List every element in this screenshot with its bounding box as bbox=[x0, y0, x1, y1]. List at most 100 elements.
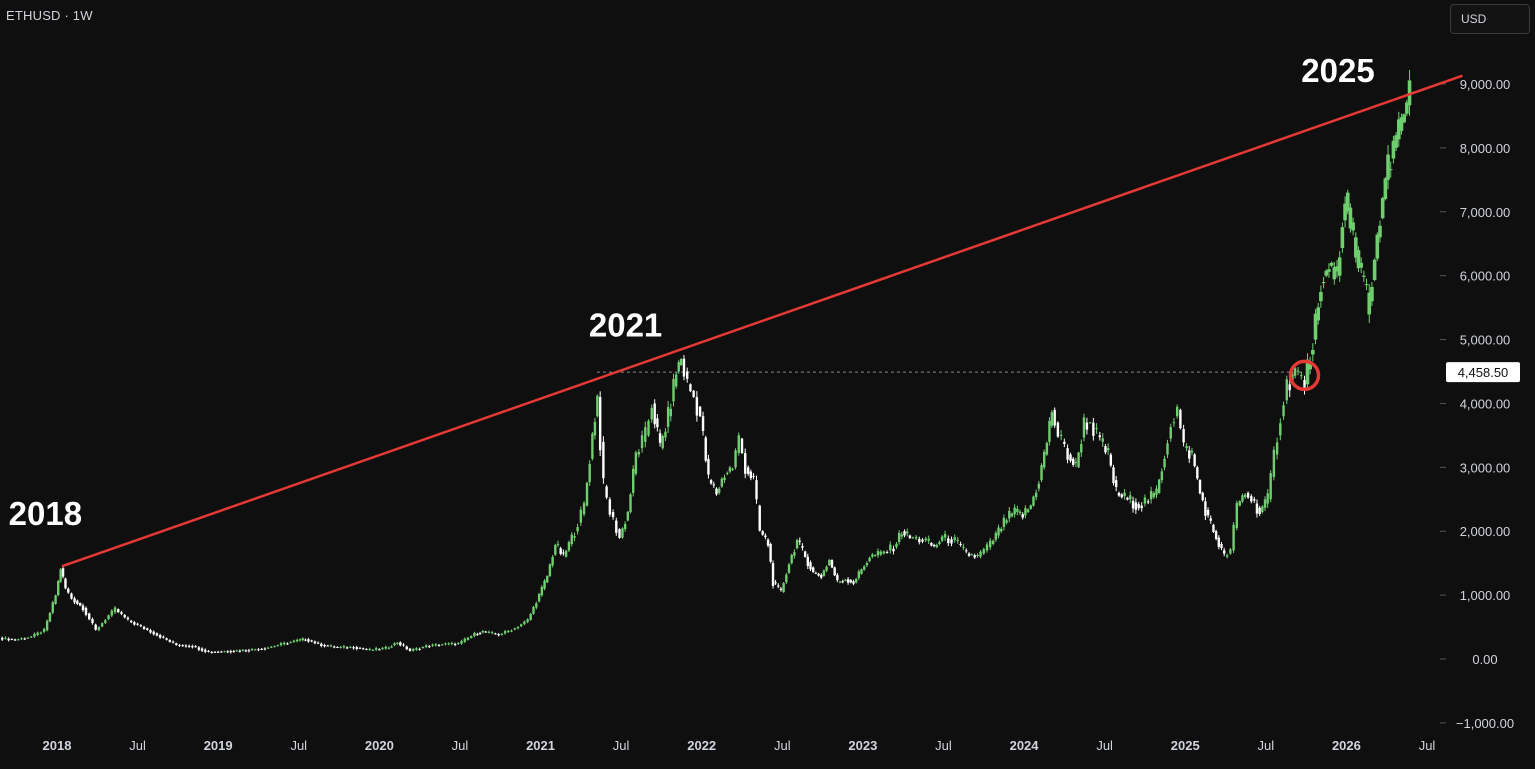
candle-body bbox=[879, 551, 883, 555]
candle-body bbox=[175, 643, 178, 646]
candle-body bbox=[1088, 422, 1092, 424]
candle-body bbox=[1134, 502, 1138, 510]
candle-body bbox=[871, 554, 874, 557]
candle-body bbox=[405, 646, 408, 650]
candle-body bbox=[720, 478, 724, 487]
candle-body bbox=[940, 536, 944, 541]
candle-body bbox=[191, 645, 194, 648]
candle-body bbox=[882, 551, 886, 554]
candle-body bbox=[266, 647, 270, 649]
candle-body bbox=[155, 633, 159, 636]
candle-body bbox=[661, 435, 664, 449]
candle-body bbox=[453, 643, 457, 645]
candle-body bbox=[1220, 544, 1223, 549]
candle-body bbox=[1206, 509, 1210, 516]
candle-body bbox=[1106, 447, 1110, 451]
candle-body bbox=[437, 645, 441, 647]
candle-body bbox=[481, 630, 484, 633]
currency-button[interactable]: USD bbox=[1450, 4, 1530, 34]
candle-body bbox=[1120, 494, 1123, 498]
candle-body bbox=[682, 358, 686, 377]
candle-body bbox=[1018, 511, 1022, 514]
candle-body bbox=[1059, 434, 1063, 436]
candle-body bbox=[257, 649, 260, 651]
time-axis[interactable]: 2018 Jul 2019 Jul 2020 Jul 2021 Jul 2022 Jul 2023 J… bbox=[43, 738, 1436, 753]
candle-body bbox=[418, 648, 421, 650]
candle-body bbox=[709, 480, 713, 484]
candle-body bbox=[1319, 291, 1323, 302]
candle-body bbox=[715, 488, 718, 495]
candle-body bbox=[689, 384, 692, 392]
candle-body bbox=[695, 397, 699, 416]
candle-body bbox=[669, 408, 673, 417]
candle-body bbox=[1160, 471, 1164, 481]
candle-body bbox=[329, 645, 333, 647]
candle-body bbox=[844, 579, 847, 581]
candle-body bbox=[817, 573, 820, 576]
candle-body bbox=[210, 651, 213, 653]
candle-body bbox=[1126, 497, 1129, 500]
candle-body bbox=[250, 649, 254, 651]
candle-body bbox=[795, 539, 799, 549]
candle-body bbox=[1082, 417, 1086, 438]
candle-body bbox=[1250, 496, 1253, 502]
candle-body bbox=[136, 623, 139, 625]
candle-body bbox=[666, 407, 670, 427]
candle-body bbox=[428, 646, 431, 648]
candle-body bbox=[618, 529, 621, 538]
candle-body bbox=[220, 651, 223, 653]
candle-body bbox=[526, 619, 529, 623]
candle-body bbox=[644, 427, 647, 442]
candle-body bbox=[1399, 117, 1404, 131]
candle-body bbox=[307, 639, 310, 642]
candle-body bbox=[1337, 257, 1342, 276]
candle-body bbox=[371, 649, 375, 651]
candle-body bbox=[953, 537, 956, 541]
candle-body bbox=[197, 647, 201, 650]
candle-body bbox=[1077, 452, 1080, 468]
candle-body bbox=[793, 552, 796, 556]
candle-body bbox=[811, 567, 815, 572]
candle-body bbox=[516, 627, 520, 629]
candle-body bbox=[1137, 504, 1140, 509]
candle-body bbox=[650, 407, 653, 420]
candle-body bbox=[113, 607, 117, 613]
candle-body bbox=[1146, 501, 1150, 503]
candle-body bbox=[841, 581, 844, 583]
candle-body bbox=[216, 651, 220, 653]
trendline-layer bbox=[61, 74, 1463, 568]
candle-body bbox=[168, 639, 172, 642]
candle-body bbox=[362, 648, 365, 650]
candle-body bbox=[1063, 441, 1066, 444]
symbol-title[interactable]: ETHUSD · 1W bbox=[6, 8, 93, 23]
candle-body bbox=[184, 645, 188, 647]
candle-body bbox=[336, 646, 339, 648]
candle-body bbox=[679, 359, 683, 366]
candle-body bbox=[611, 512, 615, 518]
candle-body bbox=[162, 636, 165, 638]
candle-body bbox=[289, 641, 292, 643]
candle-body bbox=[1375, 234, 1380, 259]
candle-body bbox=[1032, 496, 1035, 506]
candle-body bbox=[200, 648, 204, 651]
candle-body bbox=[1056, 422, 1060, 437]
candle-body bbox=[551, 557, 554, 566]
candle-body bbox=[1327, 269, 1331, 272]
candle-body bbox=[950, 539, 953, 544]
candle-body bbox=[1238, 501, 1241, 506]
price-axis[interactable]: −1,000.00 0.00 1,000.00 2,000.00 3,000.00 4,0… bbox=[1440, 77, 1514, 731]
candle-body bbox=[806, 556, 810, 567]
candle-body bbox=[876, 551, 880, 556]
candle-body bbox=[593, 421, 597, 436]
candle-body bbox=[1157, 479, 1161, 493]
candle-body bbox=[1193, 454, 1196, 467]
candle-body bbox=[758, 505, 761, 531]
candle-body bbox=[1037, 483, 1041, 489]
candle-body bbox=[421, 646, 425, 649]
candle-body bbox=[70, 593, 73, 599]
candle-body bbox=[1291, 373, 1294, 381]
candle-body bbox=[1021, 514, 1024, 518]
candle-body bbox=[247, 650, 251, 652]
